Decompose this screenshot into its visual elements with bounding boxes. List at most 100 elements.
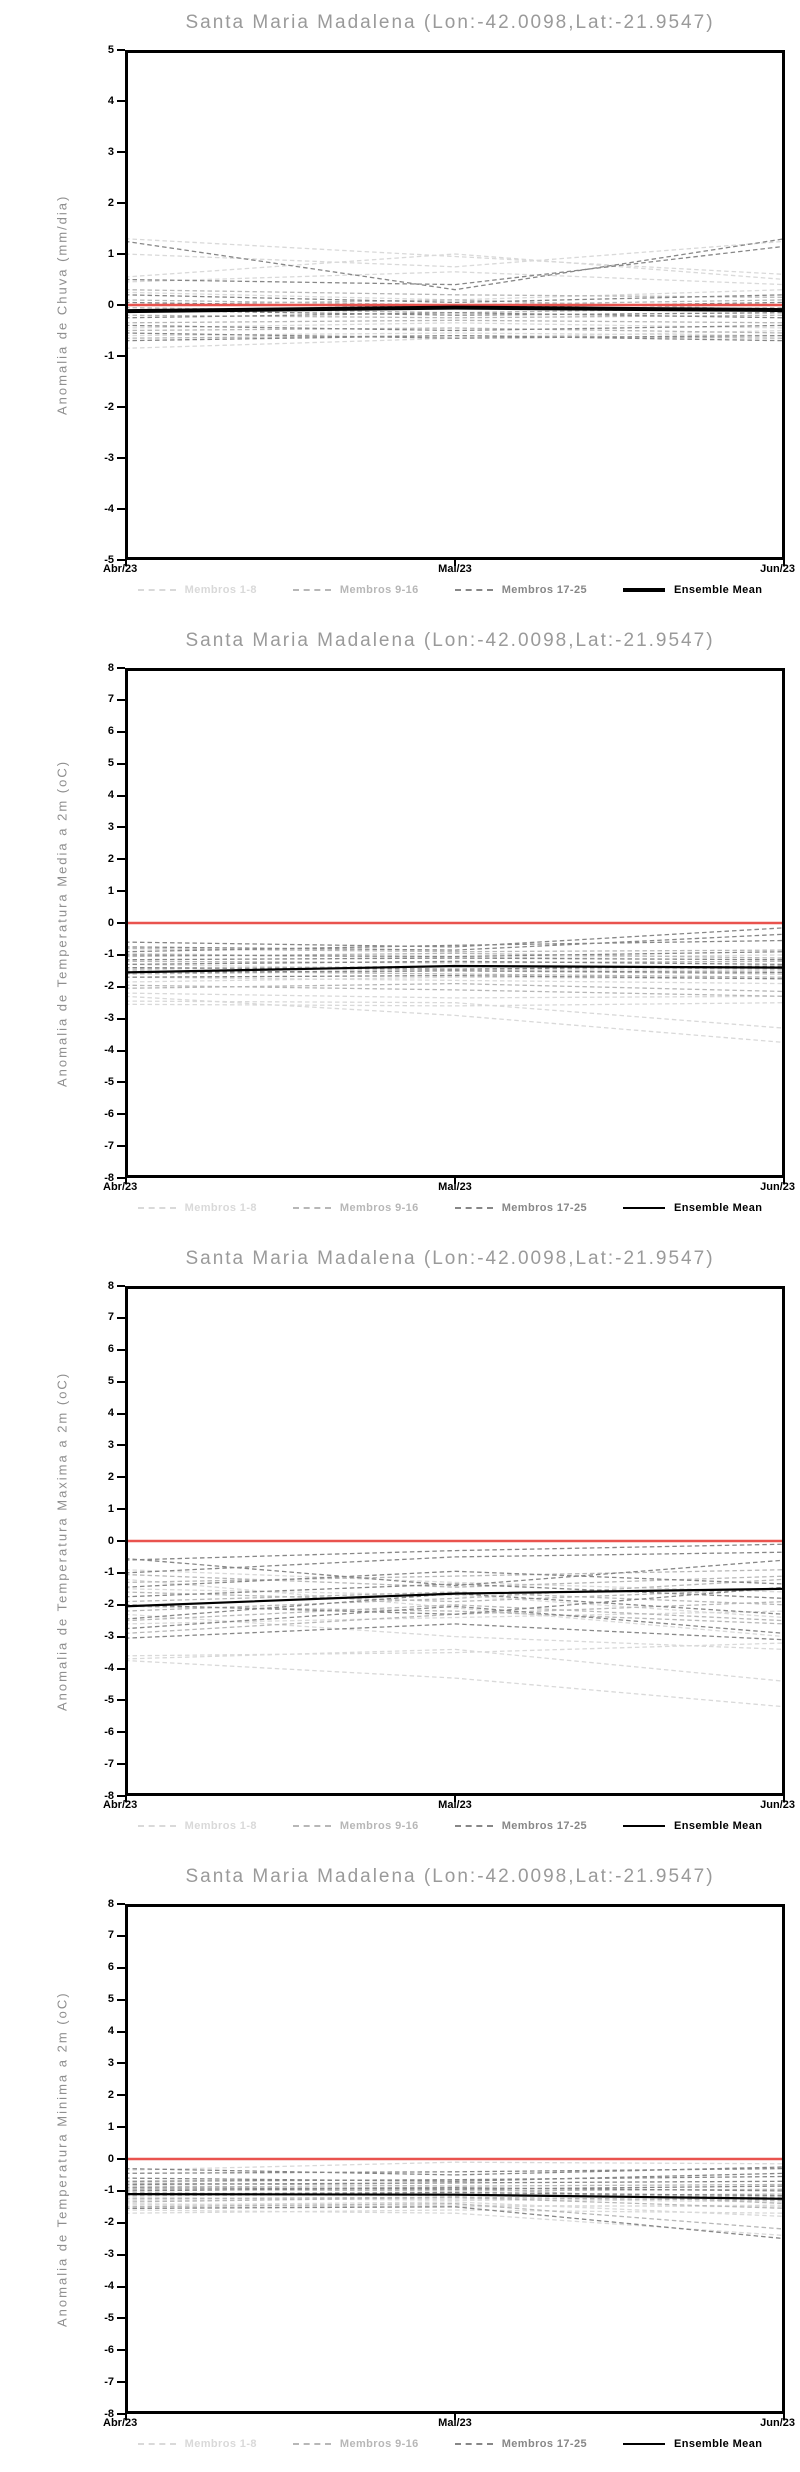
- y-tick-mark: [117, 2094, 125, 2097]
- plot-border: [125, 1286, 785, 1796]
- y-tick-label: 5: [107, 757, 114, 770]
- member-line: [125, 1569, 785, 1584]
- member-line: [125, 2209, 785, 2237]
- member-line: [125, 952, 785, 959]
- x-tick-mark: [783, 2414, 785, 2420]
- plot-border: [125, 50, 785, 560]
- y-tick-mark: [117, 1903, 125, 1905]
- y-tick-mark: [117, 2126, 125, 2129]
- y-tick-label: -1: [104, 349, 114, 362]
- y-tick-mark: [117, 2189, 125, 2192]
- x-tick-label: Abr/23: [103, 1799, 138, 1811]
- legend-dashed-line-swatch: [292, 589, 331, 591]
- member-line: [125, 939, 785, 953]
- legend-item: Membros 17-25: [454, 584, 587, 596]
- member-line: [125, 960, 785, 966]
- member-line: [125, 332, 785, 339]
- member-line: [125, 2161, 785, 2171]
- member-line: [125, 1648, 785, 1682]
- member-line: [125, 1569, 785, 1593]
- legend-dashed-line-swatch: [137, 589, 176, 591]
- x-tick-mark: [454, 2414, 456, 2420]
- y-tick-label: 6: [107, 1961, 114, 1974]
- y-tick-label: 2: [107, 852, 114, 865]
- y-tick-label: 3: [107, 2056, 114, 2069]
- member-line: [125, 1591, 785, 1606]
- y-tick-label: -2: [104, 980, 114, 993]
- y-tick-mark: [117, 100, 125, 102]
- y-tick-label: 5: [107, 1993, 114, 2006]
- x-tick-label: Jun/23: [760, 2417, 795, 2429]
- min-temp-anomaly-panel: Santa Maria Madalena (Lon:-42.0098,Lat:-…: [0, 1854, 800, 2472]
- legend-solid-line-swatch: [623, 1824, 665, 1828]
- legend-item: Membros 1-8: [137, 584, 257, 596]
- y-tick-mark: [117, 1603, 125, 1606]
- y-tick-mark: [117, 730, 125, 733]
- legend-item: Membros 17-25: [454, 1202, 587, 1214]
- y-tick-label: 3: [107, 145, 114, 158]
- member-line: [125, 289, 785, 298]
- y-tick-mark: [117, 1731, 125, 1734]
- member-line: [125, 1583, 785, 1600]
- plot-border: [125, 668, 785, 1178]
- legend-dashed-line-swatch: [454, 2443, 493, 2445]
- y-tick-mark: [117, 890, 125, 893]
- legend-item: Membros 9-16: [292, 1820, 419, 1832]
- y-tick-mark: [117, 858, 125, 861]
- y-tick-mark: [117, 826, 125, 829]
- legend-dashed-line-swatch: [292, 1207, 331, 1209]
- y-axis-label: Anomalia de Temperatura Minima a 2m (oC): [54, 1991, 70, 2327]
- member-line: [125, 240, 785, 268]
- y-tick-label: -3: [104, 1012, 114, 1025]
- y-tick-mark: [117, 1113, 125, 1116]
- member-line: [125, 294, 785, 304]
- member-line: [125, 2175, 785, 2182]
- y-tick-label: 8: [107, 1279, 114, 1292]
- legend-solid-line-swatch: [623, 588, 665, 592]
- legend-item: Membros 17-25: [454, 2438, 587, 2450]
- y-tick-label: 1: [107, 884, 114, 897]
- x-tick-label: Jun/23: [760, 1799, 795, 1811]
- chart-canvas: [125, 668, 785, 1178]
- y-tick-label: -1: [104, 2184, 114, 2197]
- y-tick-mark: [117, 922, 125, 924]
- y-tick-mark: [117, 406, 125, 408]
- member-line: [125, 984, 785, 997]
- y-tick-mark: [117, 1540, 125, 1542]
- member-line: [125, 334, 785, 342]
- y-tick-label: -6: [104, 1107, 114, 1120]
- x-tick-label: Mai/23: [438, 1799, 472, 1811]
- member-line: [125, 1605, 785, 1625]
- y-tick-label: 1: [107, 1502, 114, 1515]
- y-tick-label: -7: [104, 1757, 114, 1770]
- y-tick-mark: [117, 1017, 125, 1020]
- member-line: [125, 2172, 785, 2182]
- chart-title: Santa Maria Madalena (Lon:-42.0098,Lat:-…: [185, 1866, 715, 1887]
- y-tick-mark: [117, 985, 125, 988]
- chart-canvas: [125, 1286, 785, 1796]
- y-tick-label: -1: [104, 1566, 114, 1579]
- x-tick-label: Jun/23: [760, 1181, 795, 1193]
- legend-label: Ensemble Mean: [674, 1202, 763, 1214]
- member-line: [125, 982, 785, 993]
- y-tick-mark: [117, 1571, 125, 1574]
- member-line: [125, 2167, 785, 2174]
- member-line: [125, 1578, 785, 1612]
- y-tick-label: -2: [104, 1598, 114, 1611]
- ensemble-mean-line: [125, 1587, 785, 1608]
- legend-label: Membros 1-8: [184, 1202, 257, 1214]
- member-line: [125, 976, 785, 985]
- y-tick-mark: [117, 1795, 125, 1797]
- x-tick-mark: [783, 1178, 785, 1184]
- y-tick-label: -5: [104, 553, 114, 566]
- y-tick-label: -1: [104, 948, 114, 961]
- member-line: [125, 2201, 785, 2218]
- y-tick-mark: [117, 304, 125, 306]
- legend: Membros 1-8 Membros 9-16 Membros 17-25 Ense…: [100, 2438, 800, 2450]
- member-line: [125, 1623, 785, 1641]
- legend-item: Membros 1-8: [137, 1820, 257, 1832]
- x-tick-mark: [125, 560, 127, 566]
- member-line: [125, 245, 785, 286]
- member-line: [125, 1613, 785, 1651]
- legend-label: Membros 9-16: [339, 1202, 419, 1214]
